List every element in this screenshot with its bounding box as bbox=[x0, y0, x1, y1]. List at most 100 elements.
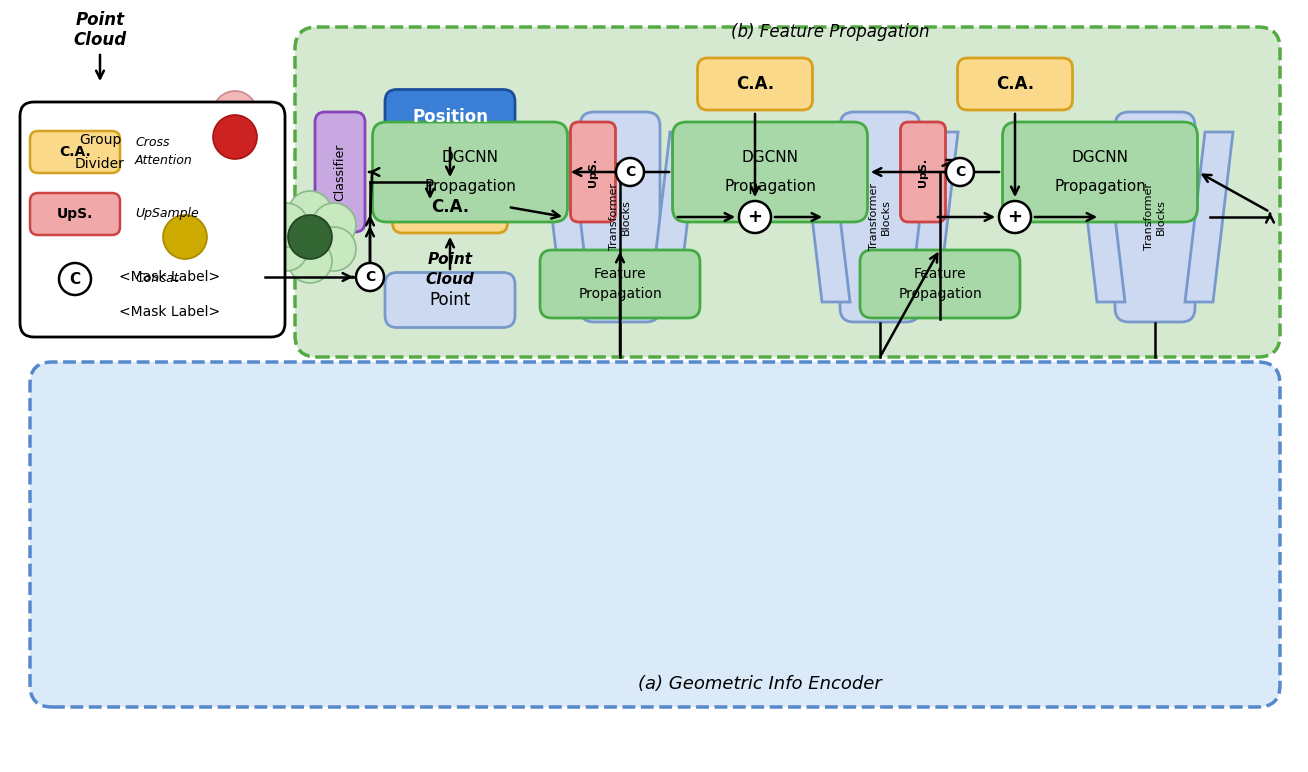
Circle shape bbox=[139, 203, 183, 247]
FancyBboxPatch shape bbox=[540, 250, 700, 318]
FancyBboxPatch shape bbox=[859, 250, 1020, 318]
Text: Point: Point bbox=[76, 11, 124, 29]
FancyBboxPatch shape bbox=[1002, 122, 1198, 222]
Text: UpS.: UpS. bbox=[56, 207, 93, 221]
Text: Feature: Feature bbox=[594, 267, 646, 281]
Circle shape bbox=[739, 201, 770, 233]
Text: Propagation: Propagation bbox=[725, 178, 816, 194]
Text: (b) Feature Propagation: (b) Feature Propagation bbox=[731, 23, 929, 41]
FancyBboxPatch shape bbox=[30, 193, 120, 235]
Circle shape bbox=[139, 227, 183, 271]
FancyBboxPatch shape bbox=[570, 122, 616, 222]
Circle shape bbox=[946, 158, 974, 186]
Text: <Mask Label>: <Mask Label> bbox=[119, 305, 221, 319]
Text: C.A.: C.A. bbox=[430, 198, 470, 216]
FancyBboxPatch shape bbox=[30, 131, 120, 173]
Text: Point: Point bbox=[429, 291, 471, 309]
FancyBboxPatch shape bbox=[72, 287, 268, 337]
Text: (a) Geometric Info Encoder: (a) Geometric Info Encoder bbox=[638, 675, 882, 693]
Polygon shape bbox=[910, 132, 957, 302]
Circle shape bbox=[187, 203, 232, 247]
FancyBboxPatch shape bbox=[315, 112, 365, 232]
Circle shape bbox=[264, 227, 307, 271]
Text: DGCNN: DGCNN bbox=[442, 151, 498, 165]
Text: Divider: Divider bbox=[75, 157, 126, 171]
FancyBboxPatch shape bbox=[385, 90, 515, 144]
Text: C: C bbox=[955, 165, 965, 179]
Text: C: C bbox=[69, 272, 81, 286]
FancyBboxPatch shape bbox=[900, 122, 946, 222]
FancyBboxPatch shape bbox=[20, 102, 285, 337]
FancyBboxPatch shape bbox=[392, 181, 508, 233]
Text: C: C bbox=[365, 270, 375, 284]
Text: Position: Position bbox=[412, 108, 488, 126]
FancyBboxPatch shape bbox=[296, 27, 1281, 357]
Text: Feature: Feature bbox=[914, 267, 967, 281]
Circle shape bbox=[288, 215, 332, 259]
Text: +: + bbox=[1007, 208, 1023, 226]
Text: C.A.: C.A. bbox=[59, 145, 90, 159]
Circle shape bbox=[213, 115, 256, 159]
Text: Point: Point bbox=[428, 252, 472, 268]
Text: Cross: Cross bbox=[135, 136, 170, 148]
Text: Group: Group bbox=[78, 133, 122, 147]
FancyBboxPatch shape bbox=[672, 122, 867, 222]
Circle shape bbox=[313, 203, 356, 247]
Polygon shape bbox=[1185, 132, 1233, 302]
Polygon shape bbox=[802, 132, 850, 302]
Text: Concat: Concat bbox=[135, 273, 179, 286]
Text: Propagation: Propagation bbox=[1054, 178, 1146, 194]
Circle shape bbox=[188, 103, 233, 147]
Circle shape bbox=[237, 127, 281, 171]
Text: Propagation: Propagation bbox=[424, 178, 515, 194]
FancyBboxPatch shape bbox=[697, 58, 812, 110]
Circle shape bbox=[164, 239, 207, 283]
Text: Cloud: Cloud bbox=[425, 273, 475, 287]
FancyBboxPatch shape bbox=[1114, 112, 1196, 322]
Circle shape bbox=[616, 158, 644, 186]
Circle shape bbox=[164, 191, 207, 235]
Text: Transformer
Blocks: Transformer Blocks bbox=[870, 184, 891, 250]
Circle shape bbox=[999, 201, 1031, 233]
FancyBboxPatch shape bbox=[75, 251, 266, 303]
Text: UpS.: UpS. bbox=[918, 157, 927, 187]
Text: Classifier: Classifier bbox=[334, 144, 347, 201]
Circle shape bbox=[288, 239, 332, 283]
Text: C: C bbox=[625, 165, 636, 179]
FancyBboxPatch shape bbox=[385, 273, 515, 327]
Circle shape bbox=[237, 103, 281, 147]
Text: Transformer
Blocks: Transformer Blocks bbox=[610, 184, 630, 250]
FancyBboxPatch shape bbox=[35, 107, 165, 197]
Text: DGCNN: DGCNN bbox=[1071, 151, 1129, 165]
Circle shape bbox=[313, 227, 356, 271]
Text: +: + bbox=[747, 208, 763, 226]
FancyBboxPatch shape bbox=[30, 362, 1281, 707]
Text: UpS.: UpS. bbox=[589, 157, 598, 187]
Text: Attention: Attention bbox=[135, 154, 192, 167]
Circle shape bbox=[188, 127, 233, 171]
Circle shape bbox=[187, 227, 232, 271]
Circle shape bbox=[288, 191, 332, 235]
Text: DGCNN: DGCNN bbox=[742, 151, 798, 165]
Text: Propagation: Propagation bbox=[899, 287, 982, 301]
FancyBboxPatch shape bbox=[957, 58, 1073, 110]
Circle shape bbox=[213, 139, 256, 183]
FancyBboxPatch shape bbox=[579, 112, 661, 322]
Text: Propagation: Propagation bbox=[578, 287, 662, 301]
Circle shape bbox=[213, 91, 256, 135]
Circle shape bbox=[164, 215, 207, 259]
Text: Cloud: Cloud bbox=[73, 31, 127, 49]
Polygon shape bbox=[1076, 132, 1125, 302]
Polygon shape bbox=[650, 132, 698, 302]
Text: <Mask Label>: <Mask Label> bbox=[119, 270, 221, 284]
Text: Transformer
Blocks: Transformer Blocks bbox=[1144, 184, 1165, 250]
FancyBboxPatch shape bbox=[373, 122, 568, 222]
Text: UpSample: UpSample bbox=[135, 208, 199, 221]
FancyBboxPatch shape bbox=[840, 112, 920, 322]
Polygon shape bbox=[542, 132, 590, 302]
Circle shape bbox=[264, 203, 307, 247]
Text: C.A.: C.A. bbox=[995, 75, 1035, 93]
Circle shape bbox=[356, 263, 385, 291]
Text: C.A.: C.A. bbox=[736, 75, 774, 93]
Circle shape bbox=[59, 263, 92, 295]
